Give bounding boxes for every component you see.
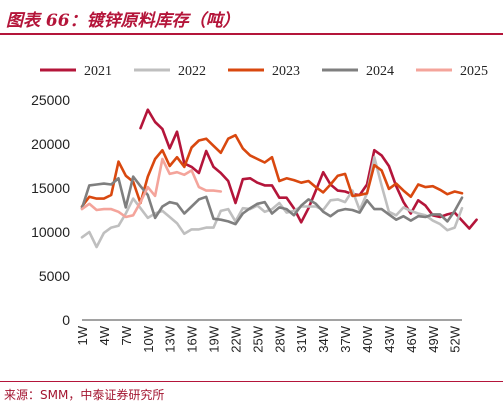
x-tick-label: 46W: [404, 325, 419, 352]
legend-label-2022: 2022: [178, 64, 206, 79]
y-tick-label: 15000: [31, 180, 70, 196]
source-note: 来源：SMM，中泰证券研究所: [4, 388, 165, 402]
x-tick-label: 28W: [272, 325, 287, 352]
x-tick-label: 4W: [97, 325, 112, 345]
x-tick-label: 22W: [228, 325, 243, 352]
x-tick-label: 31W: [294, 325, 309, 352]
x-tick-label: 49W: [426, 325, 441, 352]
legend-label-2021: 2021: [84, 64, 112, 79]
legend-label-2025: 2025: [460, 64, 488, 79]
title-divider: [0, 33, 503, 35]
x-tick-label: 43W: [382, 325, 397, 352]
x-tick-label: 7W: [119, 325, 134, 345]
series-line-2023: [80, 133, 464, 208]
series-line-2021: [139, 108, 478, 230]
y-tick-label: 10000: [31, 224, 70, 240]
footer-divider: [0, 381, 503, 382]
y-tick-label: 25000: [31, 92, 70, 108]
chart-title-bar: 图表 66：镀锌原料库存（吨）: [0, 0, 503, 36]
x-tick-label: 40W: [360, 325, 375, 352]
x-tick-label: 1W: [75, 325, 90, 345]
y-tick-label: 0: [62, 312, 70, 328]
series-line-2022: [80, 155, 464, 249]
x-tick-label: 34W: [316, 325, 331, 352]
x-tick-label: 10W: [141, 325, 156, 352]
series-line-2025: [80, 157, 223, 219]
x-tick-label: 37W: [338, 325, 353, 352]
y-tick-label: 5000: [39, 268, 70, 284]
x-tick-label: 52W: [448, 325, 463, 352]
legend-label-2024: 2024: [366, 64, 394, 79]
x-tick-label: 25W: [250, 325, 265, 352]
y-tick-label: 20000: [31, 136, 70, 152]
legend-label-2023: 2023: [272, 64, 300, 79]
x-tick-label: 13W: [163, 325, 178, 352]
x-tick-label: 19W: [207, 325, 222, 352]
chart-title: 图表 66：镀锌原料库存（吨）: [6, 11, 240, 31]
x-tick-label: 16W: [185, 325, 200, 352]
